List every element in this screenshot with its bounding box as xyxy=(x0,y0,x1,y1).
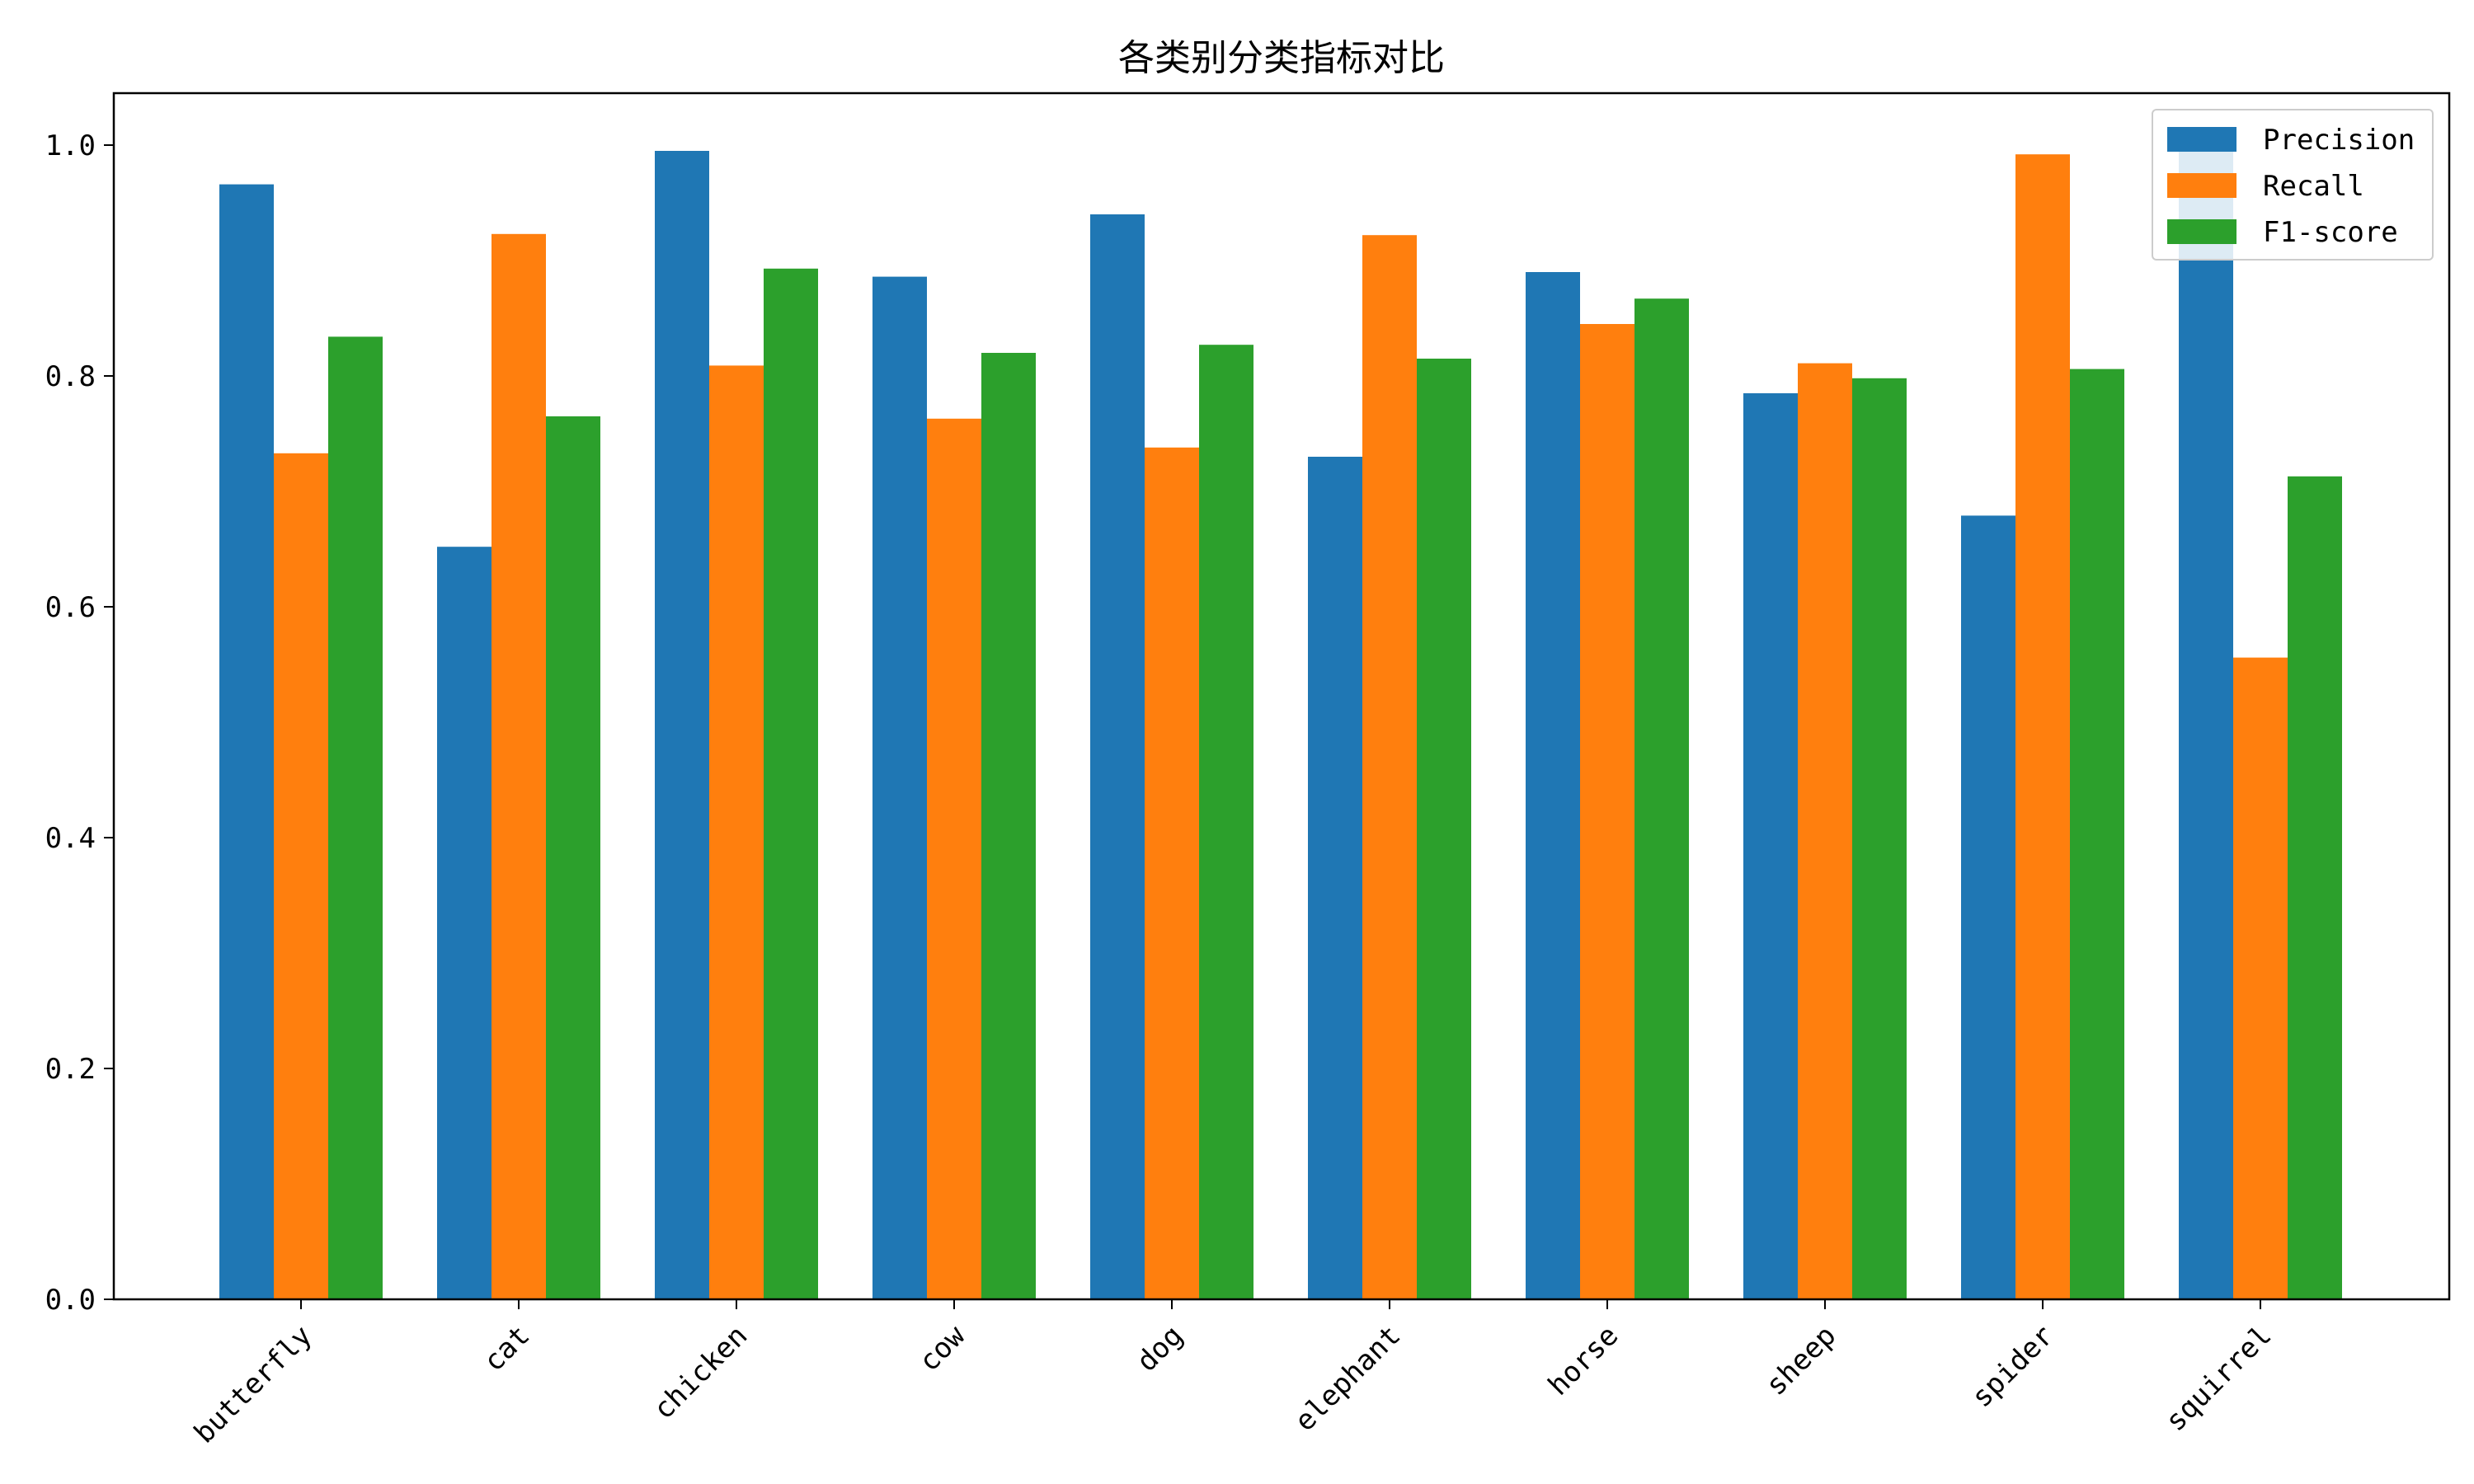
bar-recall-sheep xyxy=(1798,363,1852,1300)
bar-precision-squirrel xyxy=(2179,147,2233,1299)
bar-precision-cat xyxy=(437,547,492,1299)
chart-title: 各类别分类指标对比 xyxy=(1118,37,1445,79)
bar-precision-horse xyxy=(1526,272,1580,1299)
y-axis-ticks: 0.0 0.2 0.4 0.6 0.8 1.0 xyxy=(45,129,114,1317)
bar-f1-score-spider xyxy=(2070,369,2124,1300)
bars-group xyxy=(219,147,2342,1300)
x-tick-label: cow xyxy=(913,1319,972,1378)
legend-label-recall: Recall xyxy=(2263,170,2364,203)
bar-f1-score-dog xyxy=(1199,345,1253,1300)
plot-area-frame xyxy=(112,92,2451,1301)
x-tick-label: horse xyxy=(1542,1319,1625,1402)
bar-precision-elephant xyxy=(1308,457,1362,1299)
bar-precision-chicken xyxy=(655,151,709,1299)
legend-swatch-recall xyxy=(2167,173,2236,198)
x-tick-label: sheep xyxy=(1760,1319,1843,1402)
bar-f1-score-elephant xyxy=(1417,359,1471,1299)
bar-recall-chicken xyxy=(709,365,764,1299)
legend: Precision Recall F1-score xyxy=(2152,109,2434,261)
legend-label-precision: Precision xyxy=(2263,124,2415,157)
legend-swatch-f1-score xyxy=(2167,219,2236,244)
bar-f1-score-chicken xyxy=(764,268,818,1299)
bar-recall-dog xyxy=(1145,447,1199,1299)
y-tick-label: 0.2 xyxy=(45,1053,96,1086)
x-axis-ticks: butterfly cat chicken cow dog elephant horse sh… xyxy=(188,1299,2278,1450)
bar-recall-cat xyxy=(492,233,546,1299)
x-tick-label: butterfly xyxy=(188,1319,319,1450)
bar-f1-score-cat xyxy=(546,416,600,1299)
bar-f1-score-cow xyxy=(981,353,1036,1299)
bar-recall-spider xyxy=(2015,154,2070,1300)
bar-precision-sheep xyxy=(1743,393,1798,1299)
bar-precision-cow xyxy=(872,276,927,1300)
y-tick-label: 0.6 xyxy=(45,591,96,624)
bar-recall-squirrel xyxy=(2233,657,2288,1299)
x-tick-label: cat xyxy=(477,1319,537,1378)
bar-precision-spider xyxy=(1961,515,2015,1299)
bar-f1-score-sheep xyxy=(1852,378,1907,1299)
bar-f1-score-squirrel xyxy=(2288,476,2342,1299)
legend-label-f1-score: F1-score xyxy=(2263,216,2398,249)
x-tick-label: squirrel xyxy=(2159,1319,2278,1438)
bar-recall-horse xyxy=(1580,324,1634,1299)
bar-f1-score-butterfly xyxy=(328,336,383,1299)
y-tick-label: 0.8 xyxy=(45,360,96,393)
y-tick-label: 1.0 xyxy=(45,129,96,162)
x-tick-label: spider xyxy=(1965,1319,2060,1414)
x-tick-label: dog xyxy=(1131,1319,1190,1378)
x-tick-label: chicken xyxy=(647,1319,755,1426)
legend-swatch-precision xyxy=(2167,127,2236,152)
bar-recall-butterfly xyxy=(274,453,328,1299)
bar-precision-butterfly xyxy=(219,184,274,1300)
x-tick-label: elephant xyxy=(1288,1319,1407,1438)
y-tick-label: 0.0 xyxy=(45,1284,96,1317)
y-tick-label: 0.4 xyxy=(45,822,96,855)
bar-recall-elephant xyxy=(1362,235,1417,1300)
bar-f1-score-horse xyxy=(1634,298,1689,1300)
bar-recall-cow xyxy=(927,418,981,1299)
bar-precision-dog xyxy=(1090,214,1145,1299)
